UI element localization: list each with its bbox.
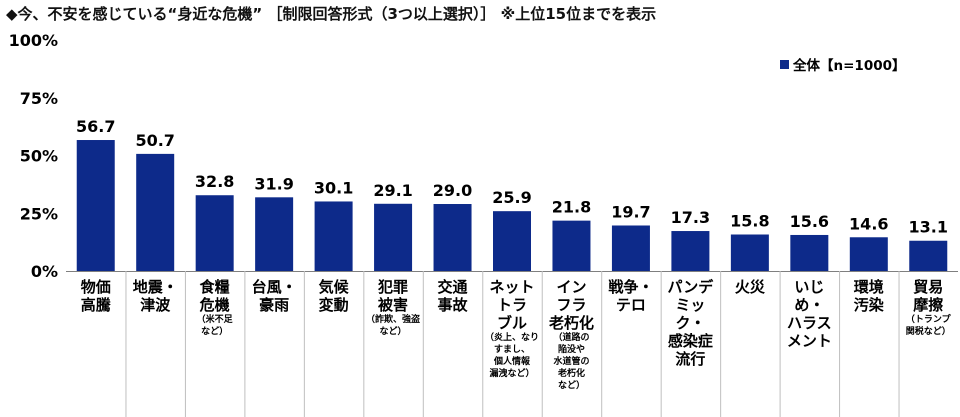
category-label: 高騰 [81,296,112,314]
category-labels: 物価高騰地震・津波食糧危機（米不足など）台風・豪雨気候変動犯罪被害（詐欺、強盗な… [81,271,952,417]
category-label: トラ [497,296,527,314]
category-note: 水道管の [553,355,589,367]
category-label: 老朽化 [548,314,594,332]
category-note: 個人情報 [493,355,531,367]
category-note: 関税など） [906,325,951,337]
bar [552,220,591,271]
category-note: 漏洩など） [489,367,534,379]
category-label: ク・ [676,314,706,332]
bar [76,140,115,271]
value-label: 17.3 [671,208,710,227]
y-tick-label: 0% [31,262,58,281]
category-label: 事故 [438,296,469,314]
value-label: 50.7 [135,131,174,150]
bar [136,153,175,271]
category-label: ミッ [675,296,705,314]
bars [76,140,948,271]
value-label: 29.1 [373,181,412,200]
value-label: 32.8 [195,172,234,191]
bar [611,225,650,271]
value-labels: 56.7 50.7 32.8 31.9 30.1 29.1 29.0 25.9 21.8 19.7… [76,117,948,237]
value-label: 15.8 [730,212,769,231]
bar [730,234,769,271]
category-label: ハラス [787,314,832,332]
y-tick-label: 75% [20,89,58,108]
category-label: 台風・ [252,278,297,296]
category-label: 流行 [675,350,705,368]
category-label: 豪雨 [259,296,289,314]
category-label: 地震・ [133,278,178,296]
category-label: 被害 [378,296,408,314]
value-label: 14.6 [849,214,888,233]
category-label: テロ [616,296,646,314]
category-label: 摩擦 [913,296,943,314]
category-label: め・ [794,296,824,314]
y-tick-label: 100% [9,31,58,50]
value-label: 15.6 [790,212,829,231]
category-note: 老朽化 [557,367,585,379]
category-label: 汚染 [854,296,885,314]
bar [849,237,888,271]
category-label: いじ [794,278,824,296]
y-tick-label: 50% [20,147,58,166]
category-label: イン [556,278,586,296]
legend-swatch [780,59,789,69]
value-label: 30.1 [314,178,353,197]
category-label: 気候 [319,278,350,296]
category-note: など） [201,325,228,337]
category-label: 環境 [854,278,884,296]
category-label: メント [787,332,832,350]
category-label: ブル [497,314,527,332]
category-label: ネット [489,278,534,296]
category-label: フラ [556,296,586,314]
bar [671,231,710,271]
category-note: 陥没や [558,343,585,355]
value-label: 29.0 [433,181,472,200]
category-note: （米不足 [197,313,234,325]
category-label: 危機 [200,296,230,314]
category-note: すまし、 [494,344,530,355]
y-axis: 0% 25% 50% 75% 100% [9,31,958,281]
value-label: 13.1 [909,218,948,237]
chart-title: ◆今、不安を感じている“身近な危機” ［制限回答形式（3つ以上選択）］ ※上位1… [6,5,657,23]
category-note: （炎上、なり [485,331,539,343]
legend-label: 全体【n=1000】 [793,58,906,74]
category-label: 犯罪 [377,278,408,296]
bar [909,240,948,271]
bar [314,201,353,271]
category-label: 津波 [140,296,171,314]
category-note: など） [380,325,407,337]
category-note: （トランプ [906,313,952,325]
bar [255,197,294,271]
category-label: パンデ [668,278,715,296]
y-tick-label: 25% [20,204,58,223]
bar [374,203,413,271]
category-label: 変動 [319,296,349,314]
bar [433,204,472,271]
category-label: 交通 [438,278,468,296]
category-label: 物価 [81,278,111,296]
value-label: 56.7 [76,117,115,136]
category-label: 感染症 [668,332,713,350]
category-note: （詐欺、強盗 [366,313,420,325]
value-label: 19.7 [611,202,650,221]
legend: 全体【n=1000】 [780,54,906,74]
value-label: 25.9 [492,188,531,207]
bar [493,211,531,271]
category-label: 戦争・ [608,278,653,296]
category-note: （道路の [553,331,589,343]
category-label: 貿易 [913,278,943,296]
category-label: 火災 [735,278,766,296]
value-label: 31.9 [254,174,293,193]
category-note: など） [558,379,585,391]
value-label: 21.8 [552,198,591,217]
bar [195,195,234,271]
bar [790,234,829,271]
category-label: 食糧 [200,278,230,296]
